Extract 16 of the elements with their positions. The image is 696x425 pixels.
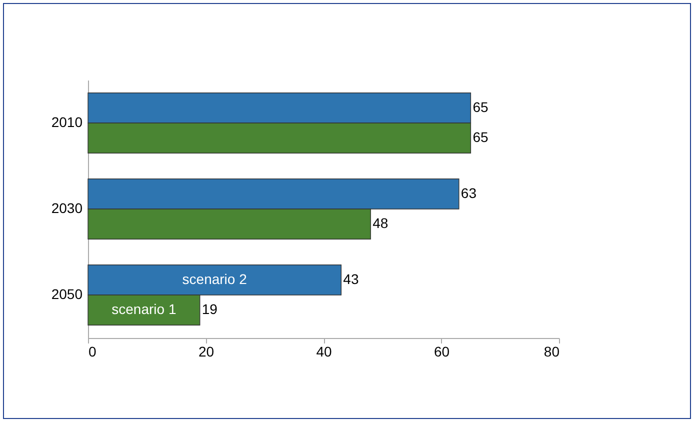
x-tick-label: 80 bbox=[544, 344, 560, 360]
x-tick-label: 60 bbox=[434, 344, 450, 360]
data-label: 63 bbox=[460, 184, 477, 201]
y-tick-label: 2030 bbox=[51, 200, 83, 216]
y-tick-label: 2010 bbox=[51, 114, 83, 130]
x-tick-label: 40 bbox=[316, 344, 332, 360]
data-label: 65 bbox=[472, 98, 488, 115]
series-label: scenario 2 bbox=[182, 270, 248, 287]
series-label: scenario 1 bbox=[112, 301, 176, 318]
data-label: 19 bbox=[202, 301, 218, 318]
x-tick-label: 20 bbox=[198, 344, 214, 360]
x-tick-label: 0 bbox=[88, 344, 96, 360]
y-tick-label: 2050 bbox=[51, 286, 83, 302]
data-label: 48 bbox=[372, 215, 388, 232]
data-label: 65 bbox=[472, 129, 488, 146]
data-label: 43 bbox=[343, 270, 359, 287]
